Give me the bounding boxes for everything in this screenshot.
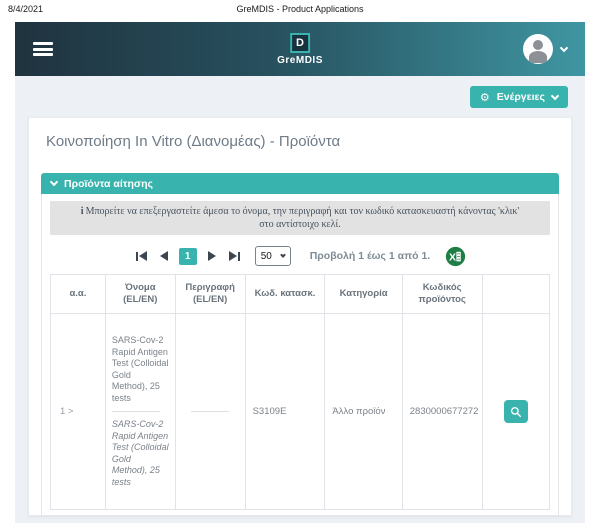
page-title: Κοινοποίηση In Vitro (Διανομέας) - Προϊό… [46, 133, 341, 150]
panel-header[interactable]: Προϊόντα αίτησης [41, 173, 559, 194]
col-header-category: Κατηγορία [324, 274, 403, 314]
description-divider [190, 411, 230, 412]
gears-icon: ⚙ [479, 90, 490, 104]
collapse-chevron-icon [49, 177, 59, 187]
product-code-cell: 2830000677272 [401, 313, 483, 510]
table-header-row: α.α. Όνομα (EL/EN) Περιγραφή (EL/EN) Κωδ… [50, 274, 551, 314]
pagination: 1 50 Προβολή 1 έως 1 από 1. X [50, 244, 550, 268]
avatar-body [529, 51, 547, 63]
avatar[interactable] [523, 34, 553, 64]
chevron-down-icon [559, 43, 569, 52]
pagination-summary: Προβολή 1 έως 1 από 1. [309, 250, 431, 262]
panel-title: Προϊόντα αίτησης [64, 177, 153, 190]
actions-button[interactable]: ⚙ Ενέργειες [469, 86, 568, 108]
print-page-title: GreMDIS - Product Applications [236, 4, 364, 14]
next-page-button[interactable] [206, 249, 218, 263]
panel-body: i Μπορείτε να επεξεργαστείτε άμεσα το όνο… [41, 194, 559, 516]
last-page-button[interactable] [227, 249, 242, 263]
avatar-head [533, 40, 543, 50]
description-cell[interactable] [174, 313, 246, 510]
magnifier-icon [510, 406, 521, 417]
col-header-description: Περιγραφή (EL/EN) [174, 274, 246, 314]
name-en: SARS-Cov-2 Rapid Antigen Test (Colloidal… [111, 419, 169, 487]
name-divider [111, 411, 161, 412]
user-menu[interactable] [523, 34, 569, 64]
excel-icon: X [446, 246, 466, 266]
actions-cell [481, 313, 551, 510]
svg-text:X: X [449, 251, 456, 263]
info-icon: i [80, 206, 84, 217]
info-text: Μπορείτε να επεξεργαστείτε άμεσα το όνομ… [85, 206, 520, 230]
menu-icon[interactable] [33, 42, 53, 56]
col-header-actions [481, 274, 551, 314]
info-box: i Μπορείτε να επεξεργαστείτε άμεσα το όνο… [50, 201, 550, 235]
row-index-cell: 1 > [50, 313, 106, 510]
page-size-select[interactable]: 50 [254, 246, 291, 266]
category-cell: Άλλο προϊόν [324, 313, 403, 510]
page-card: Κοινοποίηση In Vitro (Διανομέας) - Προϊό… [28, 117, 572, 516]
first-page-button[interactable] [134, 249, 149, 263]
excel-export-button[interactable]: X [445, 246, 466, 267]
table-row: 1 > SARS-Cov-2 Rapid Antigen Test (Collo… [50, 313, 551, 510]
name-el: SARS-Cov-2 Rapid Antigen Test (Colloidal… [111, 335, 169, 403]
manufacturer-code-cell[interactable]: S3109E [244, 313, 326, 510]
col-header-name: Όνομα (EL/EN) [104, 274, 176, 314]
chevron-down-icon [550, 91, 560, 100]
brand-name: GreMDIS [277, 54, 323, 66]
print-date: 8/4/2021 [8, 4, 44, 14]
products-panel: Προϊόντα αίτησης i Μπορείτε να επεξεργαστ… [41, 173, 559, 516]
app-logo-icon: D [289, 32, 310, 53]
previous-page-button[interactable] [158, 249, 170, 263]
view-details-button[interactable] [503, 400, 528, 423]
logo-letter: D [296, 36, 304, 49]
name-cell[interactable]: SARS-Cov-2 Rapid Antigen Test (Colloidal… [104, 313, 176, 510]
col-header-product-code: Κωδικός προϊόντος [401, 274, 483, 314]
actions-button-label: Ενέργειες [496, 91, 545, 103]
products-table: α.α. Όνομα (EL/EN) Περιγραφή (EL/EN) Κωδ… [50, 274, 551, 510]
page-size-value: 50 [260, 250, 272, 262]
app-header: D GreMDIS [15, 22, 585, 76]
col-header-manufacturer-code: Κωδ. κατασκ. [244, 274, 326, 314]
chevron-down-icon [279, 252, 286, 258]
col-header-index: α.α. [50, 274, 106, 314]
current-page-button[interactable]: 1 [178, 247, 197, 265]
brand: D GreMDIS [277, 32, 323, 66]
